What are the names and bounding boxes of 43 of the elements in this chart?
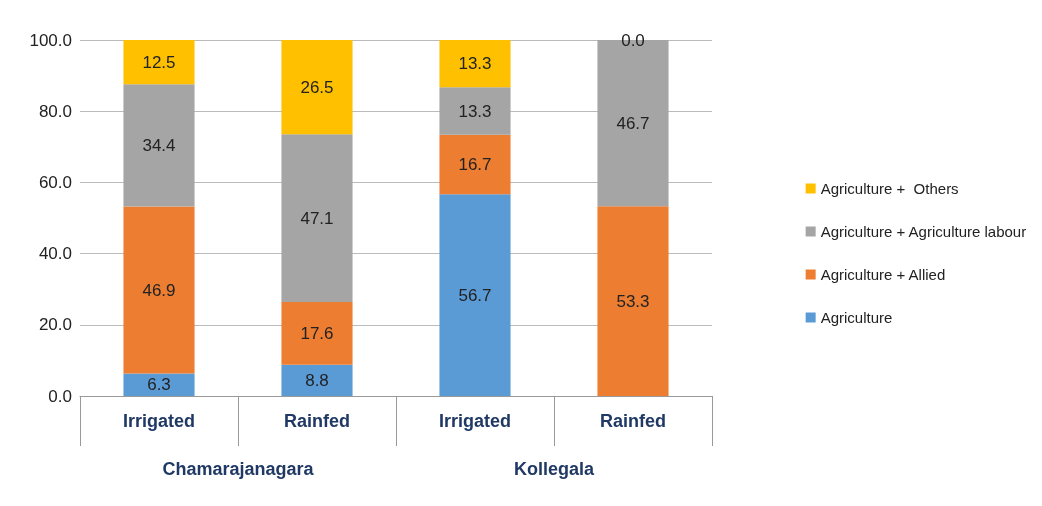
text: Kollegala — [513, 459, 595, 479]
data-label: 46.7 — [616, 113, 650, 133]
bar — [439, 134, 511, 195]
data-label: 53.3 — [616, 291, 650, 311]
bar — [281, 302, 353, 365]
y-tick-label: 60.0 — [38, 172, 72, 192]
bar — [281, 40, 353, 135]
data-label: 13.3 — [458, 54, 492, 74]
data-label: 17.6 — [300, 323, 334, 343]
x-tick-label: Rainfed — [599, 411, 667, 431]
data-label: 13.3 — [458, 101, 492, 121]
bar — [123, 373, 195, 396]
x-tick-label: Rainfed — [283, 411, 351, 431]
legend-label: Agriculture + Allied — [820, 266, 946, 283]
y-tick-label: 40.0 — [38, 244, 72, 264]
data-label: 12.5 — [142, 52, 176, 72]
bar — [123, 84, 195, 207]
bar — [123, 206, 195, 374]
data-label: 46.9 — [142, 280, 176, 300]
y-tick-label: 100.0 — [29, 30, 72, 50]
y-tick-label: 80.0 — [38, 101, 72, 121]
data-label: 34.4 — [142, 135, 176, 155]
data-label: 26.5 — [300, 77, 334, 97]
bar — [439, 40, 511, 88]
bar — [281, 364, 353, 396]
bar — [281, 134, 353, 303]
bar — [597, 206, 669, 396]
legend-label: Agriculture — [820, 309, 893, 326]
data-label: 8.8 — [305, 370, 329, 390]
legend-label: Agriculture + Others — [820, 180, 959, 197]
bar — [123, 40, 195, 85]
data-label: 16.7 — [458, 154, 492, 174]
x-tick-label: Irrigated — [122, 411, 196, 431]
data-label: 6.3 — [147, 375, 171, 395]
text: Chamarajanagara — [162, 459, 315, 479]
data-label: 56.7 — [458, 285, 492, 305]
y-tick-label: 20.0 — [38, 315, 72, 335]
bar — [439, 87, 511, 135]
bar — [439, 194, 511, 396]
x-tick-label: Irrigated — [438, 411, 512, 431]
legend-label: Agriculture + Agriculture labour — [820, 223, 1027, 240]
data-label: 47.1 — [300, 208, 334, 228]
y-tick-label: 0.0 — [48, 386, 72, 406]
